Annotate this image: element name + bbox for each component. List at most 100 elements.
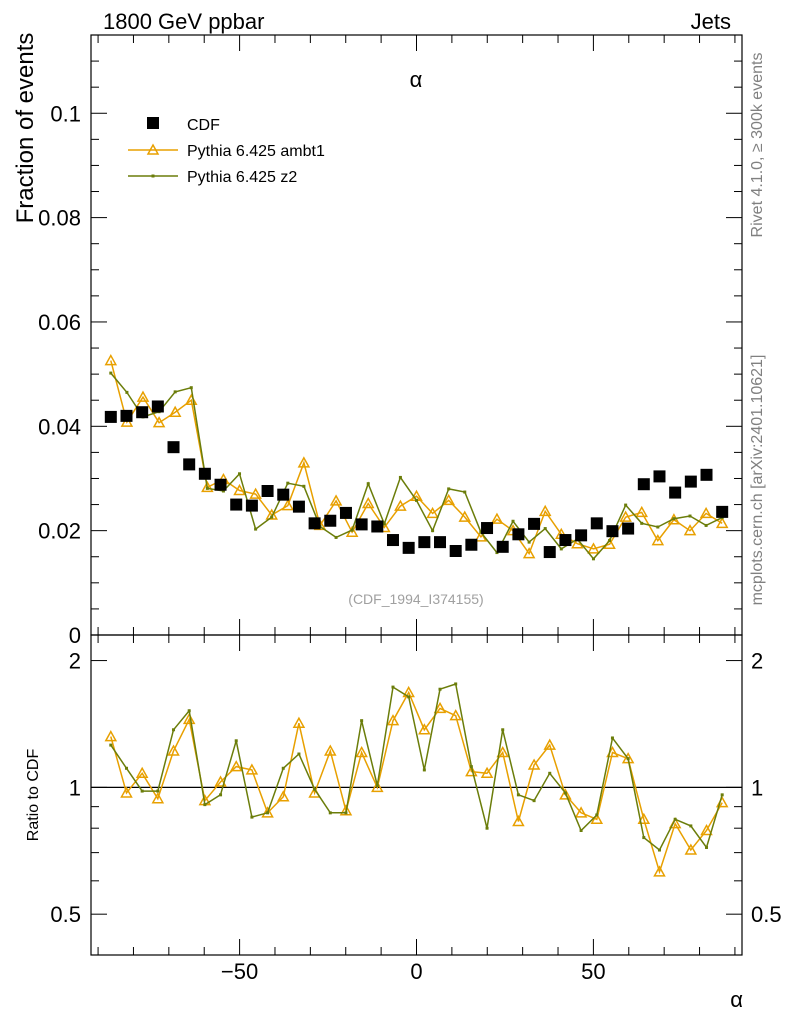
z2-point-4 [173, 390, 177, 394]
ratio-ambt1-point-30 [574, 806, 588, 818]
cdf-point-27 [528, 517, 541, 530]
cdf-point-13 [308, 517, 321, 530]
ratio-ambt1-line [110, 690, 723, 875]
ratio-layer [91, 682, 742, 877]
z2-point-33 [640, 521, 644, 525]
cdf-point-37 [684, 475, 697, 488]
cdf-point-0 [104, 410, 117, 423]
ratio-z2-point-18 [391, 685, 395, 689]
ratio-ambt1-point-28 [543, 738, 557, 750]
ratio-ambt1-point-3 [151, 792, 165, 804]
ratio-tick-label-left-0: 0.5 [50, 902, 81, 927]
legend-label-ambt1: Pythia 6.425 ambt1 [187, 143, 325, 160]
cdf-point-10 [261, 485, 274, 497]
ratio-ambt1-point-25 [496, 745, 509, 758]
cdf-point-8 [230, 498, 243, 511]
ratio-z2-point-19 [407, 695, 411, 699]
z2-point-27 [543, 527, 547, 531]
ratio-z2-point-12 [297, 752, 301, 756]
z2-point-35 [672, 517, 676, 521]
ratio-z2-point-13 [313, 787, 317, 791]
ratio-z2-point-23 [469, 765, 473, 769]
z2-point-6 [205, 486, 209, 490]
z2-point-31 [608, 539, 612, 543]
z2-point-1 [125, 390, 129, 394]
legend: CDF Pythia 6.425 ambt1 Pythia 6.425 z2 [128, 117, 325, 186]
x-tick-label-1: 0 [410, 959, 422, 984]
ratio-z2-line [110, 683, 723, 852]
process-label: Jets [691, 9, 731, 34]
cdf-point-11 [277, 488, 290, 501]
ratio-ambt1-point-12 [292, 716, 306, 728]
ambt1-point-11 [281, 499, 295, 511]
ambt1-point-37 [699, 506, 713, 519]
y-tick-label-3: 0.06 [38, 310, 81, 335]
tick-labels: −50 0 50 0 0.02 0.04 0.06 0.08 0.1 0.5 0.5 1 1 2 2 [38, 101, 781, 984]
ratio-z2-point-31 [595, 813, 599, 817]
ratio-tick-label-left-2: 2 [69, 649, 81, 674]
cdf-point-33 [622, 522, 635, 535]
ambt1-point-3 [152, 416, 166, 428]
ratio-z2-point-35 [657, 848, 661, 852]
ambt1-point-4 [168, 405, 182, 417]
cdf-point-34 [637, 478, 650, 491]
ambt1-point-32 [619, 510, 632, 522]
cdf-point-26 [512, 528, 525, 541]
ratio-z2-point-29 [563, 791, 567, 795]
ratio-ambt1-point-7 [214, 775, 227, 787]
ratio-ambt1-point-31 [590, 812, 604, 825]
ratio-z2-point-37 [689, 824, 693, 828]
ratio-ambt1-point-38 [700, 823, 713, 836]
z2-point-17 [382, 522, 386, 526]
z2-point-37 [704, 523, 708, 527]
cdf-point-15 [339, 506, 352, 519]
ambt1-point-36 [683, 524, 697, 536]
cdf-point-19 [402, 541, 415, 554]
cdf-point-2 [136, 406, 149, 419]
ambt1-point-26 [522, 547, 536, 559]
ambt1-point-38 [715, 516, 729, 529]
legend-label-z2: Pythia 6.425 z2 [187, 169, 297, 186]
z2-point-14 [334, 535, 338, 539]
z2-point-22 [463, 490, 467, 494]
ratio-ambt1-point-20 [418, 723, 431, 735]
ratio-z2-point-5 [187, 709, 191, 713]
ratio-tick-label-right-0: 0.5 [751, 902, 782, 927]
y-tick-label-0: 0 [69, 623, 81, 648]
z2-point-34 [656, 525, 660, 529]
ambt1-point-0 [104, 354, 118, 366]
ratio-z2-point-27 [532, 799, 536, 803]
ratio-ambt1-point-9 [245, 763, 259, 775]
ratio-ambt1-point-34 [637, 812, 651, 825]
y-tick-label-5: 0.1 [50, 101, 81, 126]
x-axis-title: α [730, 987, 743, 1012]
z2-point-0 [109, 371, 113, 375]
cdf-point-6 [198, 467, 211, 480]
ratio-z2-point-11 [281, 766, 285, 770]
ambt1-point-24 [490, 512, 504, 524]
cdf-point-39 [716, 505, 729, 518]
cdf-point-7 [214, 478, 227, 491]
ratio-z2-point-33 [626, 757, 630, 761]
legend-marker-z2 [151, 174, 155, 178]
z2-point-16 [366, 482, 370, 486]
z2-point-26 [527, 540, 531, 544]
z2-point-23 [479, 530, 483, 534]
cdf-point-35 [653, 470, 666, 483]
ambt1-point-8 [233, 483, 246, 496]
ambt1-line [110, 360, 723, 556]
z2-point-30 [591, 557, 595, 561]
z2-point-9 [254, 527, 258, 531]
z2-point-11 [286, 481, 290, 485]
ratio-z2-point-8 [234, 739, 238, 743]
cdf-point-9 [245, 499, 258, 512]
legend-label-cdf: CDF [187, 117, 220, 134]
ratio-ambt1-point-35 [653, 865, 666, 877]
ratio-ambt1-point-0 [104, 730, 118, 742]
ratio-ambt1-point-2 [135, 766, 149, 779]
ratio-ambt1-point-26 [512, 814, 525, 827]
ratio-axis-title: Ratio to CDF [25, 749, 42, 842]
y-tick-label-4: 0.08 [38, 206, 81, 231]
z2-point-21 [447, 487, 451, 491]
